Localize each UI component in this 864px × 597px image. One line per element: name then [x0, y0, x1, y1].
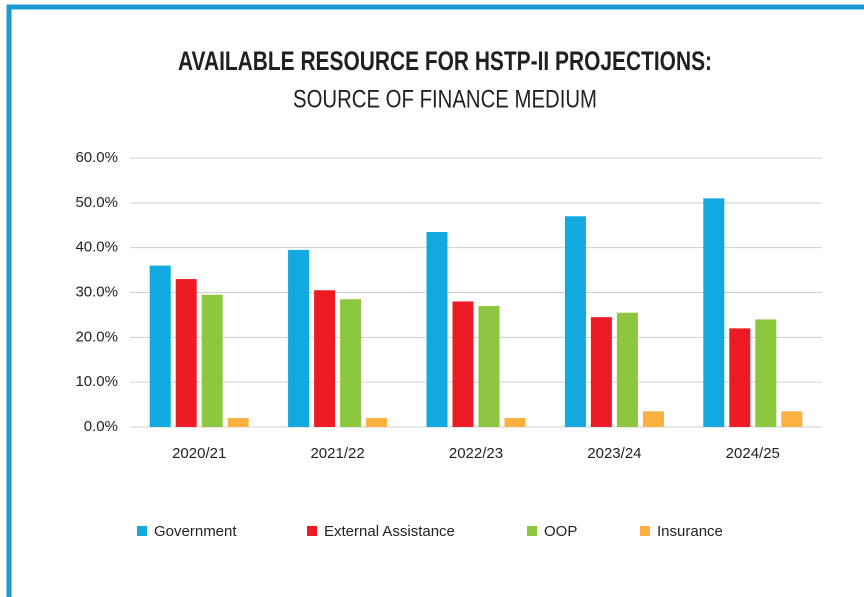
- bar: [755, 319, 777, 427]
- bar: [642, 411, 664, 427]
- bar: [227, 418, 249, 427]
- bar: [703, 198, 725, 427]
- y-tick-label: 50.0%: [75, 194, 118, 211]
- y-tick-label: 30.0%: [75, 283, 118, 300]
- bar: [288, 249, 310, 427]
- y-tick-label: 0.0%: [84, 418, 118, 435]
- x-tick-label: 2022/23: [449, 445, 503, 462]
- bar: [314, 290, 336, 427]
- x-tick-label: 2024/25: [726, 445, 780, 462]
- y-tick-label: 40.0%: [75, 239, 118, 256]
- bar: [175, 279, 197, 427]
- bar: [590, 317, 612, 427]
- legend-label: External Assistance: [324, 523, 455, 540]
- bar: [729, 328, 751, 427]
- bar: [616, 312, 638, 427]
- bar: [149, 265, 171, 427]
- bar: [781, 411, 803, 427]
- legend-swatch: [307, 526, 317, 536]
- bar: [366, 418, 388, 427]
- x-tick-label: 2023/24: [587, 445, 641, 462]
- y-tick-label: 20.0%: [75, 328, 118, 345]
- legend-label: OOP: [544, 523, 577, 540]
- bar: [504, 418, 526, 427]
- legend-label: Insurance: [657, 523, 723, 540]
- legend-swatch: [137, 526, 147, 536]
- x-tick-label: 2021/22: [310, 445, 364, 462]
- bar: [452, 301, 474, 427]
- legend-swatch: [527, 526, 537, 536]
- chart-subtitle: SOURCE OF FINANCE MEDIUM: [293, 86, 597, 114]
- bar: [201, 294, 223, 427]
- chart-title: AVAILABLE RESOURCE FOR HSTP-II PROJECTIO…: [178, 46, 712, 76]
- bar: [340, 299, 362, 427]
- bar: [564, 216, 586, 427]
- bar: [426, 231, 448, 427]
- legend-label: Government: [154, 523, 237, 540]
- bar: [478, 305, 500, 427]
- y-tick-label: 60.0%: [75, 149, 118, 166]
- legend-swatch: [640, 526, 650, 536]
- y-tick-label: 10.0%: [75, 373, 118, 390]
- x-tick-label: 2020/21: [172, 445, 226, 462]
